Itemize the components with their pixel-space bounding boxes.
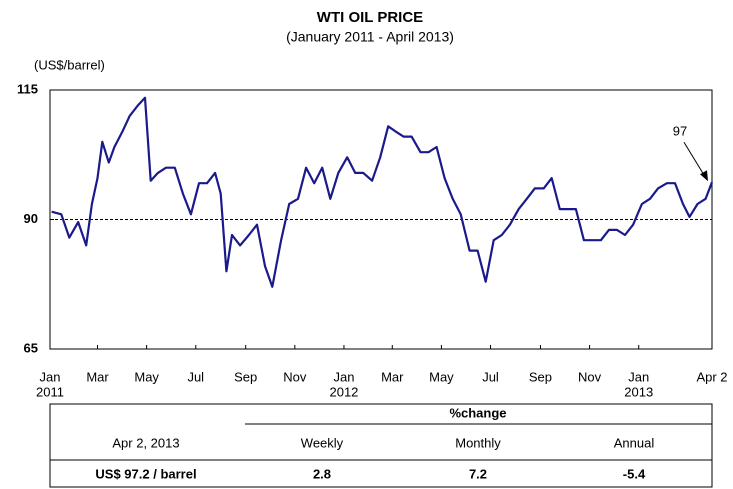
x-tick-label: Nov xyxy=(283,369,307,384)
x-tick-label: Jan xyxy=(628,369,649,384)
x-tick-label: Jan xyxy=(333,369,354,384)
table-group-header: %change xyxy=(449,405,506,420)
y-tick-label: 115 xyxy=(17,81,38,96)
x-tick-label: Apr 2 xyxy=(696,369,727,384)
table-header: Monthly xyxy=(455,435,501,450)
table-header: Annual xyxy=(614,435,655,450)
table-cell: -5.4 xyxy=(623,466,646,481)
x-tick-label: Mar xyxy=(381,369,404,384)
x-tick-label: Jan xyxy=(40,369,61,384)
x-tick-year: 2012 xyxy=(329,384,358,399)
y-tick-label: 90 xyxy=(24,211,38,226)
x-tick-year: 2011 xyxy=(36,384,64,399)
x-tick-year: 2013 xyxy=(624,384,653,399)
table-header: Weekly xyxy=(301,435,344,450)
table-frame xyxy=(49,403,713,488)
x-tick-label: Jul xyxy=(482,369,499,384)
table-header: Apr 2, 2013 xyxy=(112,435,179,450)
x-tick-label: Mar xyxy=(86,369,109,384)
chart-title: WTI OIL PRICE xyxy=(317,9,423,26)
table-cell: US$ 97.2 / barrel xyxy=(95,466,196,481)
annotation-arrowhead xyxy=(700,170,708,182)
table: %change Apr 2, 2013 Weekly Monthly Annua… xyxy=(49,403,713,488)
y-tick-label: 65 xyxy=(24,340,38,355)
x-tick-label: Nov xyxy=(578,369,602,384)
x-tick-label: Sep xyxy=(529,369,552,384)
price-line xyxy=(51,96,714,288)
x-tick-label: Sep xyxy=(234,369,257,384)
x-tick-label: May xyxy=(134,369,159,384)
y-axis-label: (US$/barrel) xyxy=(34,57,105,72)
annotation: 97 xyxy=(673,124,687,139)
annotation-arrow xyxy=(683,141,707,179)
table-cell: 7.2 xyxy=(469,466,487,481)
table-cell: 2.8 xyxy=(313,466,331,481)
x-tick-label: Jul xyxy=(187,369,204,384)
x-tick-label: May xyxy=(429,369,454,384)
chart-subtitle: (January 2011 - April 2013) xyxy=(286,29,454,45)
